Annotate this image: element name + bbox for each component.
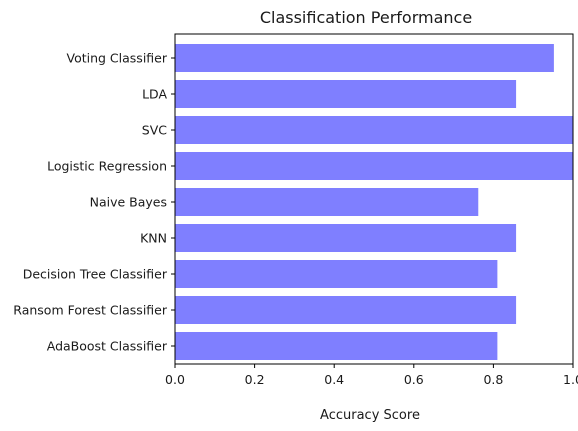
x-tick-label-0: 0.0 xyxy=(165,372,185,387)
x-tick-label-1: 0.2 xyxy=(245,372,265,387)
bars-layer xyxy=(175,44,573,360)
x-tick-label-4: 0.8 xyxy=(483,372,503,387)
y-tick-label-voting-classifier: Voting Classifier xyxy=(67,51,168,66)
bar-knn xyxy=(175,224,516,252)
x-axis-label: Accuracy Score xyxy=(320,408,420,423)
y-tick-label-svc: SVC xyxy=(142,123,167,138)
y-tick-label-naive-bayes: Naive Bayes xyxy=(90,195,167,210)
bar-logistic-regression xyxy=(175,152,573,180)
y-tick-label-decision-tree-classifier: Decision Tree Classifier xyxy=(23,267,168,282)
y-axis-ticks: AdaBoost Classifier Ransom Forest Classif… xyxy=(13,51,175,354)
bar-ransom-forest-classifier xyxy=(175,296,516,324)
bar-voting-classifier xyxy=(175,44,554,72)
chart-title: Classification Performance xyxy=(260,8,472,27)
y-tick-label-ransom-forest-classifier: Ransom Forest Classifier xyxy=(13,303,168,318)
bar-naive-bayes xyxy=(175,188,478,216)
x-tick-label-5: 1.0 xyxy=(563,372,578,387)
x-tick-label-2: 0.4 xyxy=(324,372,344,387)
y-tick-label-knn: KNN xyxy=(140,231,167,246)
x-axis-ticks: 0.0 0.2 0.4 0.6 0.8 1.0 xyxy=(165,364,578,387)
y-tick-label-logistic-regression: Logistic Regression xyxy=(47,159,167,174)
x-tick-label-3: 0.6 xyxy=(404,372,424,387)
bar-lda xyxy=(175,80,516,108)
bar-adaboost-classifier xyxy=(175,332,497,360)
bar-decision-tree-classifier xyxy=(175,260,497,288)
bar-svc xyxy=(175,116,573,144)
y-tick-label-adaboost-classifier: AdaBoost Classifier xyxy=(47,339,168,354)
y-tick-label-lda: LDA xyxy=(142,87,167,102)
